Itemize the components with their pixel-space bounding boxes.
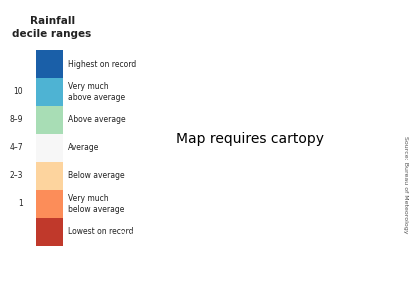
Text: 8–9: 8–9	[10, 116, 23, 124]
Text: 10: 10	[13, 87, 23, 97]
Text: Rainfall during April to October has
been very low over parts of southern
Austra: Rainfall during April to October has bee…	[120, 231, 276, 263]
FancyBboxPatch shape	[36, 162, 63, 190]
FancyBboxPatch shape	[36, 106, 63, 134]
FancyBboxPatch shape	[36, 78, 63, 106]
Text: Below average: Below average	[68, 171, 124, 180]
FancyBboxPatch shape	[36, 218, 63, 245]
Text: Very much
below average: Very much below average	[68, 194, 124, 214]
FancyBboxPatch shape	[36, 134, 63, 162]
Text: Average: Average	[68, 143, 99, 153]
Text: Lowest on record: Lowest on record	[68, 227, 133, 236]
Text: Very much
above average: Very much above average	[68, 82, 125, 102]
Text: Source: Bureau of Meteorology: Source: Bureau of Meteorology	[402, 136, 407, 233]
Text: 1: 1	[18, 199, 23, 208]
FancyBboxPatch shape	[36, 190, 63, 218]
Text: 2–3: 2–3	[10, 171, 23, 180]
Text: Map requires cartopy: Map requires cartopy	[176, 132, 323, 146]
Text: Above average: Above average	[68, 116, 126, 124]
Text: Highest on record: Highest on record	[68, 60, 136, 68]
Text: Rainfall
decile ranges: Rainfall decile ranges	[12, 16, 92, 39]
FancyBboxPatch shape	[36, 50, 63, 78]
Text: 4–7: 4–7	[10, 143, 23, 153]
